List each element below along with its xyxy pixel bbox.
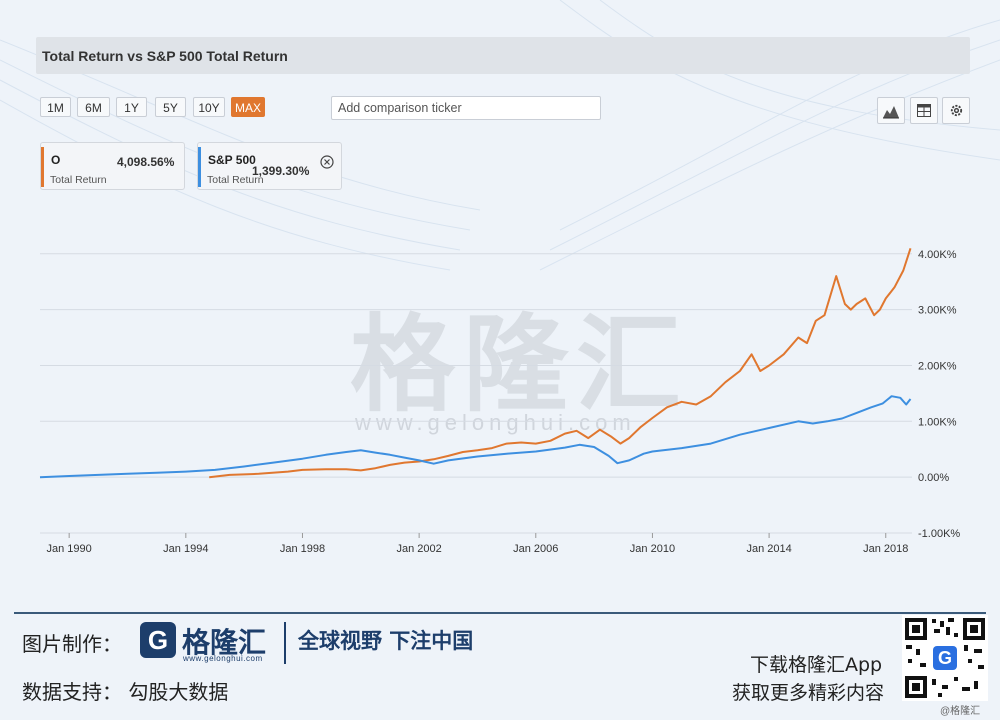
y-tick-label: 2.00K% bbox=[918, 360, 957, 372]
footer-credit: @格隆汇 bbox=[940, 706, 981, 717]
footer-data-support: 数据支持： 勾股大数据 bbox=[22, 680, 229, 704]
legend-o[interactable]: O 4,098.56% Total Return bbox=[40, 142, 185, 190]
table-icon bbox=[917, 104, 931, 117]
area-chart-icon bbox=[883, 105, 899, 118]
series-line-o bbox=[209, 247, 912, 479]
watermark-url: www.gelonghui.com bbox=[355, 410, 636, 435]
y-tick-label: 0.00% bbox=[918, 472, 949, 484]
footer-divider bbox=[14, 612, 986, 614]
x-tick-label: Jan 2014 bbox=[746, 543, 791, 555]
chart-title: Total Return vs S&P 500 Total Return bbox=[42, 48, 288, 64]
table-view-button[interactable] bbox=[910, 97, 938, 124]
range-button-5y[interactable]: 5Y bbox=[155, 97, 186, 117]
range-button-1m[interactable]: 1M bbox=[40, 97, 71, 117]
footer-made-by: 图片制作： bbox=[22, 632, 122, 656]
x-tick-label: Jan 1994 bbox=[163, 543, 208, 555]
line-chart: 4.00K% 3.00K% 2.00K% 1.00K% 0.00% -1.00K% Jan … bbox=[39, 247, 960, 555]
x-tick-label: Jan 1998 bbox=[280, 543, 325, 555]
range-button-1y[interactable]: 1Y bbox=[116, 97, 147, 117]
qr-code-icon[interactable]: G bbox=[902, 615, 988, 701]
range-button-max[interactable]: MAX bbox=[231, 97, 265, 117]
logo-name: 格隆汇 bbox=[182, 626, 267, 659]
legend-sp500-color bbox=[198, 147, 201, 187]
series-line-sp500 bbox=[39, 395, 912, 479]
legend-o-name: O bbox=[51, 153, 61, 167]
settings-button[interactable] bbox=[942, 97, 970, 124]
x-tick-label: Jan 2002 bbox=[396, 543, 441, 555]
x-tick-label: Jan 2018 bbox=[863, 543, 908, 555]
comparison-ticker-input[interactable] bbox=[331, 96, 601, 120]
range-button-6m[interactable]: 6M bbox=[77, 97, 110, 117]
settings-icon bbox=[950, 104, 962, 117]
chart-title-bar: Total Return vs S&P 500 Total Return bbox=[36, 37, 970, 74]
y-tick-label: -1.00K% bbox=[918, 528, 960, 540]
legend-sp500[interactable]: S&P 500 1,399.30% Total Return bbox=[197, 142, 342, 190]
footer-download: 下载格隆汇App bbox=[750, 654, 883, 676]
remove-comparison-icon[interactable] bbox=[320, 155, 334, 169]
x-tick-label: Jan 1990 bbox=[47, 543, 92, 555]
x-tick-label: Jan 2006 bbox=[513, 543, 558, 555]
area-chart-button[interactable] bbox=[877, 97, 905, 124]
footer-more: 获取更多精彩内容 bbox=[732, 682, 885, 704]
y-tick-label: 3.00K% bbox=[918, 305, 957, 317]
legend-o-value: 4,098.56% bbox=[117, 155, 175, 169]
legend-o-color bbox=[41, 147, 44, 187]
legend-sp500-value: 1,399.30% bbox=[252, 164, 310, 178]
x-tick-label: Jan 2010 bbox=[630, 543, 675, 555]
footer-separator bbox=[284, 622, 286, 664]
range-button-10y[interactable]: 10Y bbox=[193, 97, 225, 117]
legend-sp500-sub: Total Return bbox=[207, 174, 264, 186]
legend-sp500-name: S&P 500 bbox=[208, 153, 256, 167]
legend-o-sub: Total Return bbox=[50, 174, 107, 186]
footer-slogan: 全球视野 下注中国 bbox=[298, 629, 474, 653]
logo-url: www.gelonghui.com bbox=[183, 654, 263, 663]
y-tick-label: 1.00K% bbox=[918, 416, 957, 428]
gelonghui-logo-icon: G bbox=[140, 622, 176, 658]
svg-text:G: G bbox=[938, 648, 952, 668]
y-tick-label: 4.00K% bbox=[918, 249, 957, 261]
